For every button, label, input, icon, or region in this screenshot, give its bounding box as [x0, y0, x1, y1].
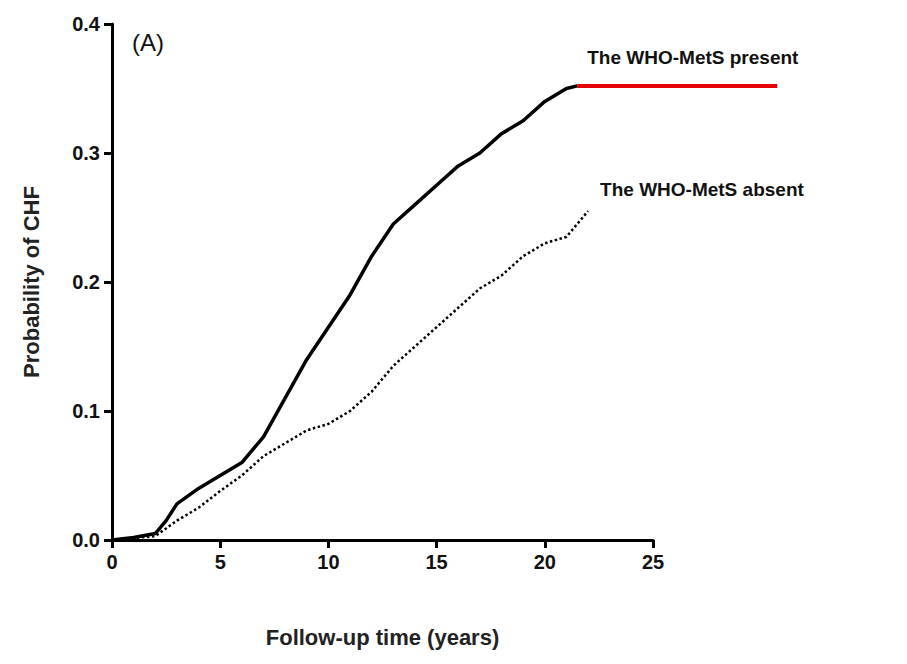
svg-text:0: 0	[106, 551, 117, 573]
svg-text:The WHO-MetS present: The WHO-MetS present	[587, 47, 799, 68]
svg-text:Follow-up time (years): Follow-up time (years)	[266, 625, 499, 650]
svg-text:25: 25	[642, 551, 664, 573]
svg-text:Probability of CHF: Probability of CHF	[19, 186, 44, 378]
svg-text:0.4: 0.4	[72, 13, 101, 35]
svg-text:0.1: 0.1	[72, 400, 100, 422]
svg-text:0.2: 0.2	[72, 271, 100, 293]
svg-text:0.3: 0.3	[72, 142, 100, 164]
svg-text:0.0: 0.0	[72, 529, 100, 551]
svg-text:20: 20	[534, 551, 556, 573]
svg-text:The WHO-MetS absent: The WHO-MetS absent	[600, 179, 804, 200]
svg-text:10: 10	[317, 551, 339, 573]
svg-text:(A): (A)	[132, 29, 164, 56]
svg-text:15: 15	[425, 551, 447, 573]
svg-text:5: 5	[215, 551, 226, 573]
